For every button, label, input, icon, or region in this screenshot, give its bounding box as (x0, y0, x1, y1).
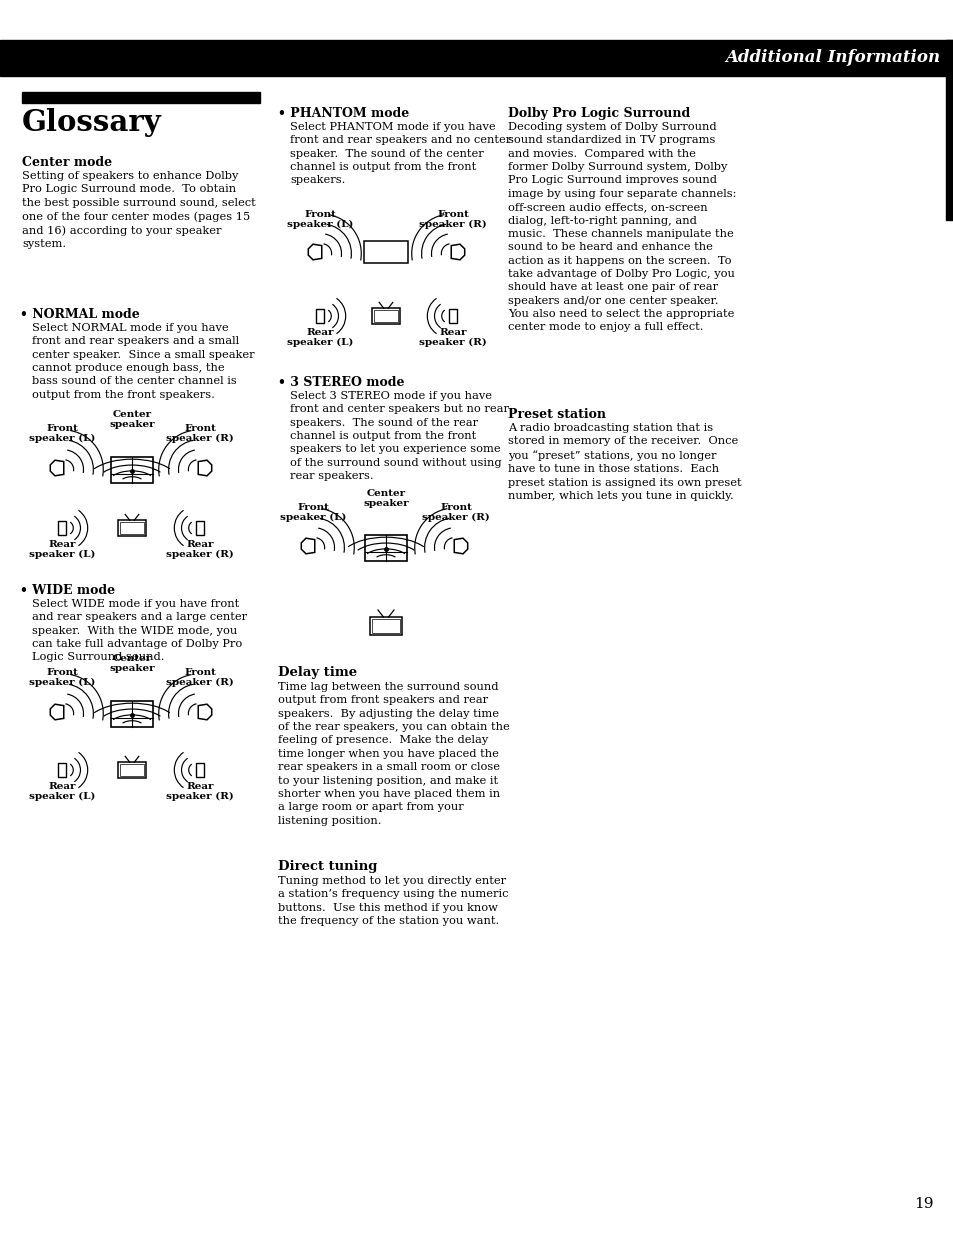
Text: speaker: speaker (109, 665, 154, 673)
Text: A radio broadcasting station that is
stored in memory of the receiver.  Once
you: A radio broadcasting station that is sto… (507, 423, 740, 501)
Text: Front: Front (184, 668, 215, 677)
Bar (22, 92, 260, 104)
Text: speaker: speaker (363, 499, 409, 508)
Text: Front: Front (46, 668, 78, 677)
Bar (449, 309, 456, 323)
Text: • NORMAL mode: • NORMAL mode (20, 308, 139, 321)
Text: speaker (R): speaker (R) (166, 434, 233, 443)
Text: • WIDE mode: • WIDE mode (20, 584, 115, 597)
Text: • 3 STEREO mode: • 3 STEREO mode (277, 376, 404, 388)
Bar (370, 616, 401, 635)
Text: Delay time: Delay time (277, 666, 356, 679)
Text: Select NORMAL mode if you have
front and rear speakers and a small
center speake: Select NORMAL mode if you have front and… (32, 323, 254, 399)
Bar (365, 535, 407, 561)
Text: speaker (R): speaker (R) (166, 678, 233, 687)
Text: Select 3 STEREO mode if you have
front and center speakers but no rear
speakers.: Select 3 STEREO mode if you have front a… (290, 391, 509, 481)
Text: Setting of speakers to enhance Dolby
Pro Logic Surround mode.  To obtain
the bes: Setting of speakers to enhance Dolby Pro… (22, 171, 255, 249)
Text: Rear: Rear (186, 540, 213, 549)
Bar (372, 308, 399, 323)
Text: Decoding system of Dolby Surround
sound standardized in TV programs
and movies. : Decoding system of Dolby Surround sound … (507, 122, 736, 333)
Text: Center: Center (112, 653, 152, 663)
Text: Rear: Rear (438, 328, 466, 337)
Text: 19: 19 (914, 1197, 933, 1211)
Text: Select PHANTOM mode if you have
front and rear speakers and no center
speaker.  : Select PHANTOM mode if you have front an… (290, 122, 511, 185)
Text: Select WIDE mode if you have front
and rear speakers and a large center
speaker.: Select WIDE mode if you have front and r… (32, 599, 247, 662)
Text: Rear: Rear (306, 328, 334, 337)
Bar (374, 311, 397, 322)
Text: Rear: Rear (49, 540, 75, 549)
Text: Preset station: Preset station (507, 408, 605, 420)
Text: Center mode: Center mode (22, 157, 112, 169)
Text: Front: Front (184, 424, 215, 433)
Text: Dolby Pro Logic Surround: Dolby Pro Logic Surround (507, 107, 690, 120)
Text: Time lag between the surround sound
output from front speakers and rear
speakers: Time lag between the surround sound outp… (277, 682, 509, 826)
Bar (118, 762, 146, 778)
Text: speaker (L): speaker (L) (29, 678, 95, 687)
Bar (195, 763, 204, 777)
Bar (111, 457, 152, 482)
Bar (111, 702, 152, 726)
Text: Tuning method to let you directly enter
a station’s frequency using the numeric
: Tuning method to let you directly enter … (277, 875, 508, 926)
Bar (58, 763, 66, 777)
Text: Glossary: Glossary (22, 109, 162, 137)
Bar (0, 39, 953, 76)
Text: speaker (R): speaker (R) (166, 550, 233, 560)
Text: speaker (L): speaker (L) (29, 550, 95, 560)
Text: speaker (L): speaker (L) (29, 434, 95, 443)
Text: • PHANTOM mode: • PHANTOM mode (277, 107, 409, 120)
Text: Front: Front (296, 503, 329, 512)
Text: Front: Front (439, 503, 472, 512)
Bar (315, 309, 324, 323)
Text: speaker (L): speaker (L) (29, 792, 95, 801)
Bar (945, 39, 953, 219)
Text: Rear: Rear (49, 782, 75, 792)
Text: speaker (R): speaker (R) (418, 338, 486, 348)
Text: Rear: Rear (186, 782, 213, 792)
Text: speaker (L): speaker (L) (287, 221, 353, 229)
Bar (195, 522, 204, 535)
Bar (120, 764, 144, 776)
Text: Front: Front (436, 210, 469, 219)
Text: Front: Front (304, 210, 335, 219)
Text: speaker (L): speaker (L) (279, 513, 346, 523)
Bar (364, 240, 408, 263)
Text: Direct tuning: Direct tuning (277, 859, 377, 873)
Text: speaker (R): speaker (R) (166, 792, 233, 801)
Text: Center: Center (366, 490, 405, 498)
Bar (120, 523, 144, 534)
Bar (372, 619, 399, 633)
Text: speaker (R): speaker (R) (421, 513, 489, 523)
Text: Front: Front (46, 424, 78, 433)
Bar (118, 520, 146, 535)
Text: Additional Information: Additional Information (724, 49, 939, 67)
Bar (58, 522, 66, 535)
Text: speaker (L): speaker (L) (287, 338, 353, 348)
Text: Center: Center (112, 411, 152, 419)
Text: speaker: speaker (109, 420, 154, 429)
Text: speaker (R): speaker (R) (418, 221, 486, 229)
